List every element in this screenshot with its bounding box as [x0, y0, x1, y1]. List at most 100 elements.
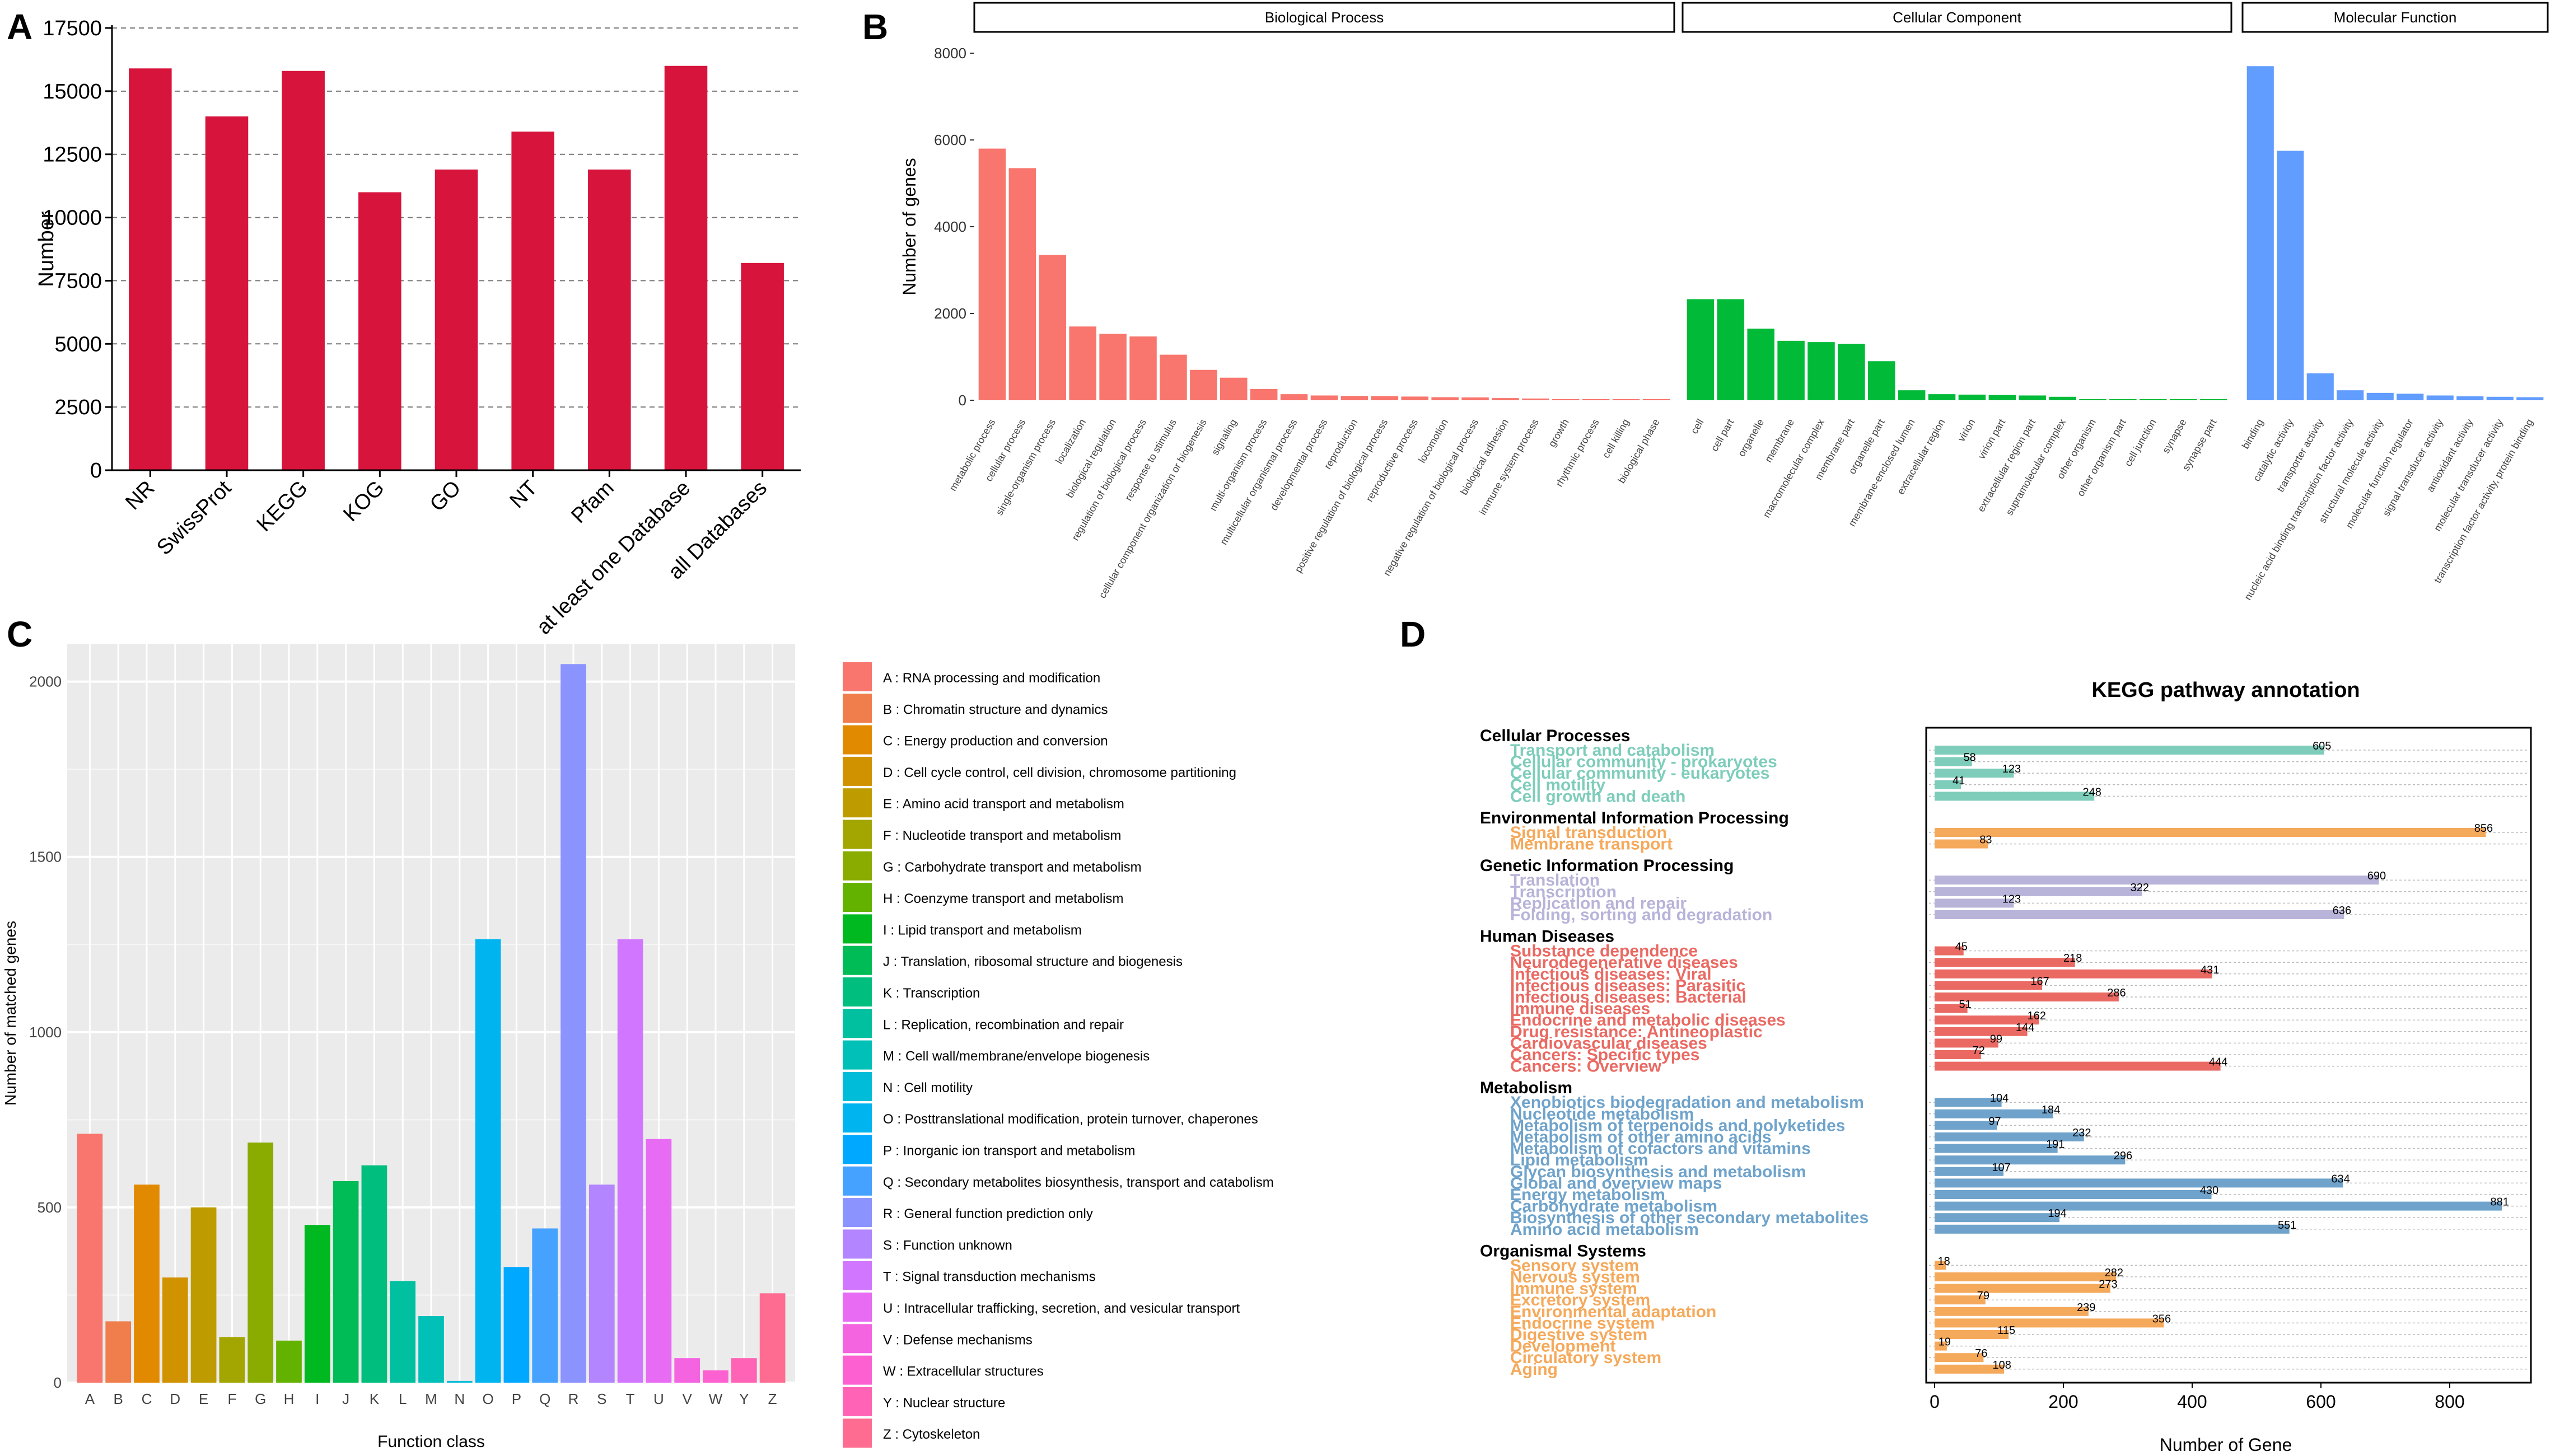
panel-b-x-tick-label: localization	[1053, 417, 1088, 466]
panel-c-legend-swatch	[843, 883, 872, 912]
panel-c-bar	[333, 1181, 359, 1383]
panel-a-x-tick-label: KEGG	[253, 476, 312, 536]
panel-c-legend-label: U : Intracellular trafficking, secretion…	[883, 1301, 1240, 1316]
panel-c: C 0 500 1000 1500 2000 A B C D E F G H I J K L M N O P Q R S T U V…	[2, 614, 1274, 1451]
panel-d-bar	[1935, 1015, 2039, 1025]
panel-d-pathway-label: Replication and repair	[1510, 894, 1687, 912]
panel-a-x-tick-label: NT	[506, 476, 543, 513]
panel-b-bar	[1838, 344, 1865, 400]
panel-d-bar	[1935, 1341, 1947, 1351]
panel-d-value-label: 232	[2072, 1127, 2091, 1139]
panel-b-bar	[1310, 395, 1338, 400]
panel-c-legend-swatch	[843, 1103, 872, 1133]
panel-b: B Biological Process02000400060008000met…	[862, 2, 2549, 602]
panel-d-bar	[1935, 958, 2075, 967]
panel-b-facet-title: Cellular Component	[1893, 9, 2022, 26]
panel-c-x-tick-label: N	[454, 1391, 465, 1407]
panel-d-value-label: 218	[2063, 952, 2082, 965]
panel-d-value-label: 99	[1990, 1033, 2002, 1045]
panel-c-legend-swatch	[843, 694, 872, 723]
panel-d-value-label: 51	[1959, 999, 1972, 1011]
panel-b-bar	[2169, 399, 2197, 400]
panel-d-bar	[1935, 1284, 2110, 1293]
panel-c-bar	[276, 1340, 302, 1383]
panel-c-x-tick-label: Y	[739, 1391, 749, 1407]
panel-a-x-tick-label: KOG	[339, 476, 389, 526]
panel-d-value-label: 123	[2002, 893, 2021, 905]
panel-c-legend-swatch	[843, 1166, 872, 1196]
panel-b-bar	[1129, 336, 1157, 400]
panel-d-bar	[1935, 1178, 2343, 1188]
panel-d-value-label: 551	[2278, 1219, 2296, 1232]
panel-d-pathway-label: Neurodegenerative diseases	[1510, 953, 1738, 972]
panel-d-bar	[1935, 1318, 2164, 1328]
panel-d-pathway-label: Folding, sorting and degradation	[1510, 906, 1772, 924]
panel-c-bar	[503, 1267, 530, 1383]
panel-d-pathway-label: Lipid metabolism	[1510, 1151, 1648, 1169]
panel-b-x-tick-label: immune system process	[1477, 417, 1541, 517]
panel-b-y-tick-label: 2000	[934, 305, 966, 322]
panel-d-value-label: 239	[2077, 1301, 2095, 1314]
panel-a-y-tick-label: 2500	[54, 396, 102, 419]
panel-c-legend-swatch	[843, 1293, 872, 1322]
panel-c-x-tick-label: H	[284, 1391, 295, 1407]
panel-c-legend-swatch	[843, 1387, 872, 1416]
panel-d-bar	[1935, 1167, 2004, 1176]
panel-a-y-tick-label: 15000	[43, 80, 102, 104]
panel-c-legend-swatch	[843, 851, 872, 881]
panel-d-bar	[1935, 1109, 2053, 1118]
panel-b-x-tick-label: growth	[1546, 417, 1571, 449]
panel-c-x-tick-label: C	[142, 1391, 152, 1407]
panel-d-bar	[1935, 828, 2486, 837]
panel-b-bar	[1687, 299, 1715, 400]
panel-b-facet-strip	[973, 2, 1675, 33]
panel-c-legend-swatch	[843, 820, 872, 849]
panel-b-bar	[2516, 397, 2544, 400]
panel-b-bar	[2019, 395, 2046, 400]
panel-d-bar	[1935, 992, 2119, 1001]
panel-d-bar	[1935, 1307, 2089, 1316]
panel-d-bar	[1935, 1004, 1968, 1013]
panel-d-pathway-label: Xenobiotics biodegradation and metabolis…	[1510, 1093, 1864, 1112]
panel-d-x-tick-label: 800	[2435, 1392, 2464, 1412]
panel-d-pathway-label: Transport and catabolism	[1510, 741, 1715, 760]
panel-b-bar	[2397, 394, 2424, 400]
panel-a: A 0 2500 5000 7500 10000 12500 15000 17500 NRSw…	[7, 7, 801, 639]
panel-c-legend-label: J : Translation, ribosomal structure and…	[883, 954, 1183, 970]
panel-c-y-axis-label: Number of matched genes	[2, 921, 19, 1106]
panel-c-legend-swatch	[843, 725, 872, 755]
panel-b-bar	[2486, 396, 2514, 400]
panel-d-bar	[1935, 1272, 2117, 1281]
panel-a-y-axis-label: Number	[35, 211, 58, 287]
panel-a-x-tick-label: NR	[121, 476, 160, 515]
panel-c-bar	[674, 1358, 700, 1383]
panel-d-bar	[1935, 757, 1972, 766]
panel-d-value-label: 273	[2099, 1279, 2117, 1291]
panel-d-pathway-label: Environmental adaptation	[1510, 1303, 1716, 1321]
panel-b-bar	[1340, 396, 1368, 400]
panel-d-value-label: 634	[2331, 1173, 2350, 1185]
panel-b-bar	[1928, 394, 1956, 400]
panel-b-bar	[2079, 399, 2106, 400]
panel-a-y-tick-label: 0	[90, 459, 102, 483]
panel-c-legend-swatch	[843, 1324, 872, 1354]
panel-c-bar	[162, 1277, 188, 1383]
panel-a-x-tick-label: GO	[426, 476, 466, 517]
panel-d-value-label: 191	[2046, 1139, 2064, 1151]
panel-c-x-tick-label: Z	[768, 1391, 777, 1407]
panel-b-bar	[978, 148, 1006, 400]
panel-a-x-tick-label: Pfam	[567, 476, 618, 528]
panel-d-pathway-label: Sensory system	[1510, 1256, 1639, 1275]
panel-d-bar	[1935, 1213, 2060, 1223]
panel-b-facet-strip	[1681, 2, 2232, 33]
panel-d: D KEGG pathway annotation 0 200 400 600 800 C…	[1400, 614, 2532, 1455]
panel-c-legend-label: C : Energy production and conversion	[883, 734, 1108, 749]
panel-b-bar	[2277, 151, 2304, 400]
panel-d-bar	[1935, 1190, 2212, 1199]
panel-d-pathway-label: Metabolism of cofactors and vitamins	[1510, 1140, 1811, 1158]
panel-c-letter: C	[7, 614, 32, 654]
panel-d-value-label: 282	[2105, 1267, 2123, 1279]
panel-c-legend-label: P : Inorganic ion transport and metaboli…	[883, 1144, 1135, 1159]
panel-d-pathway-label: Aging	[1510, 1360, 1558, 1379]
panel-d-bar	[1935, 746, 2324, 755]
